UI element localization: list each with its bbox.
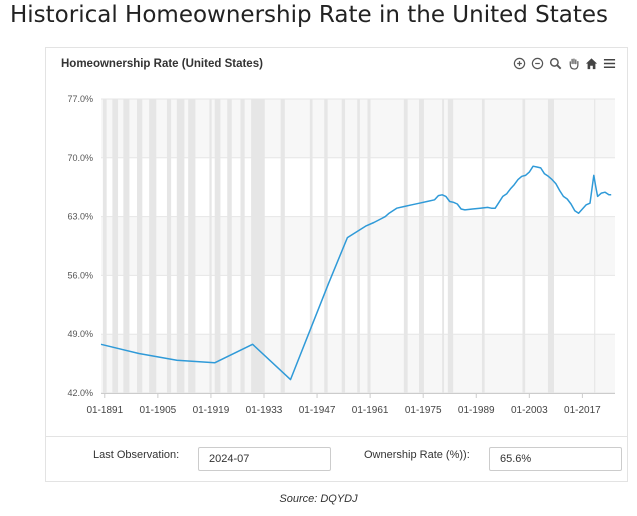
recession-band bbox=[547, 99, 554, 393]
recession-band bbox=[447, 99, 454, 393]
recession-band bbox=[188, 99, 196, 393]
chart-footer: Last Observation: 2024-07 Ownership Rate… bbox=[46, 436, 627, 482]
x-tick-label: 01-2003 bbox=[511, 405, 548, 416]
x-tick-label: 01-2017 bbox=[564, 405, 601, 416]
pan-hand-icon[interactable] bbox=[566, 56, 581, 71]
page-heading: Historical Homeownership Rate in the Uni… bbox=[10, 2, 609, 28]
recession-band bbox=[324, 99, 328, 393]
recession-band bbox=[166, 99, 172, 393]
recession-band bbox=[481, 99, 485, 393]
y-tick-label: 63.0% bbox=[67, 212, 93, 222]
x-tick-label: 01-1961 bbox=[352, 405, 389, 416]
magnify-icon[interactable] bbox=[548, 56, 563, 71]
zoom-in-icon[interactable] bbox=[512, 56, 527, 71]
recession-band bbox=[209, 99, 212, 393]
recession-band bbox=[280, 99, 285, 393]
y-tick-label: 42.0% bbox=[67, 388, 93, 398]
recession-band bbox=[227, 99, 232, 393]
recession-band bbox=[123, 99, 130, 393]
series-line bbox=[100, 165, 612, 381]
plot-area: 42.0% 49.0% 56.0% 63.0% 70.0% 77.0% 01-1891 01… bbox=[67, 94, 615, 416]
y-tick-label: 77.0% bbox=[67, 94, 93, 104]
recession-band bbox=[442, 99, 445, 393]
recession-band bbox=[102, 99, 107, 393]
recession-band bbox=[149, 99, 157, 393]
last-observation-field[interactable]: 2024-07 bbox=[198, 447, 331, 471]
home-icon[interactable] bbox=[584, 56, 599, 71]
chart-title: Homeownership Rate (United States) bbox=[61, 58, 263, 70]
recession-band bbox=[594, 99, 596, 393]
recession-band bbox=[419, 99, 424, 393]
x-tick-label: 01-1905 bbox=[140, 405, 177, 416]
recession-band bbox=[112, 99, 119, 393]
recession-band bbox=[251, 99, 265, 393]
x-tick-label: 01-1975 bbox=[405, 405, 442, 416]
source-caption: Source: DQYDJ bbox=[279, 493, 358, 505]
x-tick-label: 01-1891 bbox=[86, 405, 123, 416]
recession-band bbox=[367, 99, 371, 393]
x-tick-label: 01-1919 bbox=[193, 405, 230, 416]
x-tick-label: 01-1947 bbox=[299, 405, 336, 416]
ownership-rate-label: Ownership Rate (%)): bbox=[364, 449, 470, 461]
recession-band bbox=[240, 99, 245, 393]
zoom-out-icon[interactable] bbox=[530, 56, 545, 71]
recession-band bbox=[176, 99, 185, 393]
ownership-rate-field[interactable]: 65.6% bbox=[489, 447, 622, 471]
recession-band bbox=[522, 99, 526, 393]
recession-band bbox=[357, 99, 360, 393]
menu-icon[interactable] bbox=[602, 56, 617, 71]
y-tick-label: 56.0% bbox=[67, 270, 93, 280]
recession-band bbox=[137, 99, 143, 393]
x-tick-label: 01-1989 bbox=[458, 405, 495, 416]
recession-band bbox=[403, 99, 408, 393]
recession-band bbox=[309, 99, 313, 393]
chart-toolbar bbox=[512, 56, 617, 71]
y-tick-label: 49.0% bbox=[67, 329, 93, 339]
last-observation-label: Last Observation: bbox=[93, 449, 180, 461]
recession-band bbox=[214, 99, 221, 393]
y-tick-label: 70.0% bbox=[67, 153, 93, 163]
chart-card: Homeownership Rate (United States) 42.0%… bbox=[45, 47, 628, 482]
x-tick-label: 01-1933 bbox=[246, 405, 283, 416]
